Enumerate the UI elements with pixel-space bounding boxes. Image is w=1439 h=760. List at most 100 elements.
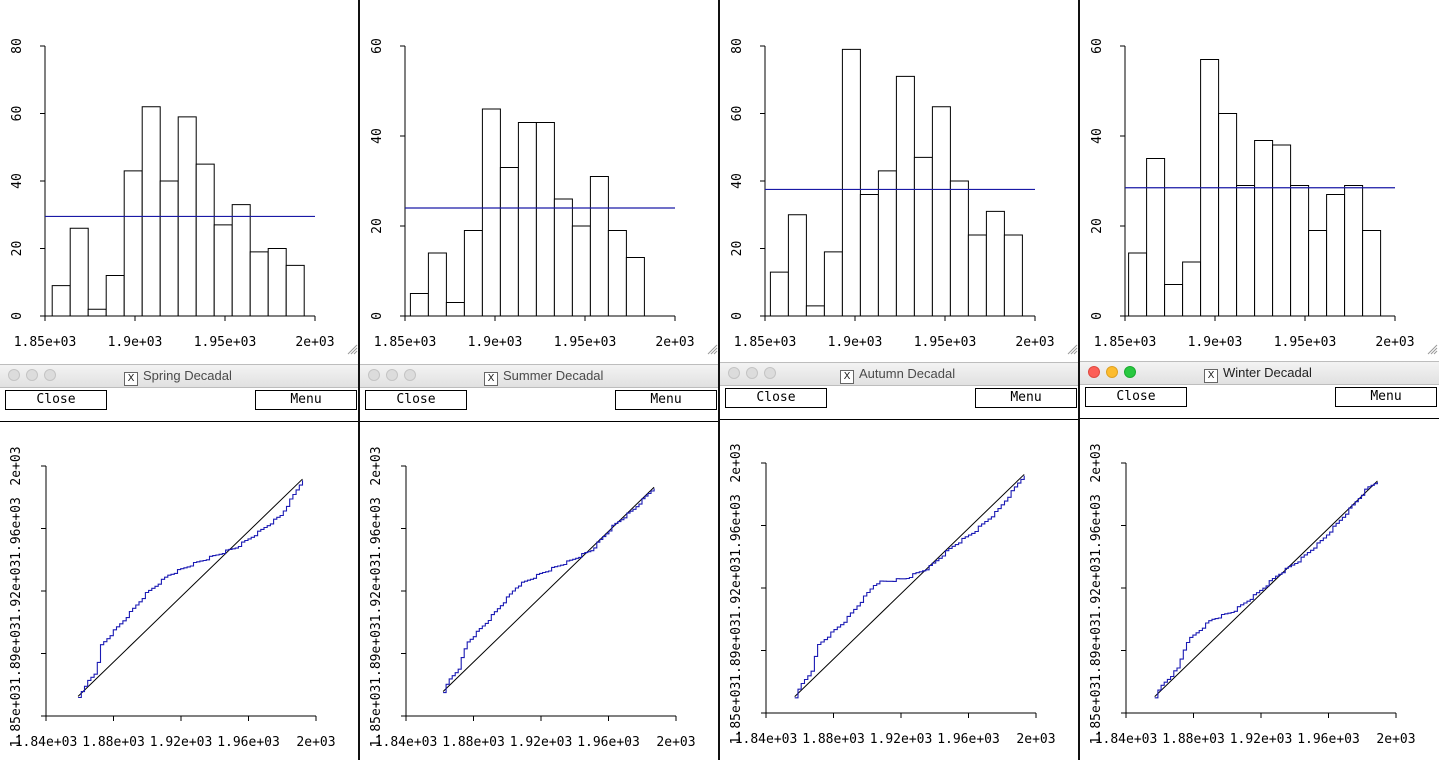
minimize-window-icon[interactable] (1106, 366, 1118, 378)
y-tick-label: 1.96e+03 (1089, 494, 1104, 557)
x-tick-label: 1.95e+03 (194, 335, 257, 350)
histogram-plot: 0 20 40 60 1.85e+03 1.9e+03 1.95e+03 2e+03 (370, 38, 718, 355)
resize-grip-icon[interactable] (707, 344, 718, 355)
y-tick-label: 20 (370, 218, 385, 234)
histogram-bar (195, 163, 215, 317)
x-tick-label: 1.84e+03 (15, 735, 78, 750)
minimize-window-icon[interactable] (746, 367, 758, 379)
histogram-bar (607, 230, 627, 317)
x-tick-label: 1.88e+03 (1162, 732, 1225, 747)
histogram-bar (1146, 158, 1166, 317)
histogram-bar (463, 230, 483, 317)
x11-app-icon: X (840, 370, 854, 384)
histogram-bar (949, 180, 969, 317)
y-tick-label: 2e+03 (9, 446, 24, 485)
histogram-bar (967, 234, 987, 317)
histogram-bar (931, 106, 951, 317)
histogram-bar (285, 264, 305, 317)
histogram-bar (141, 106, 161, 317)
y-tick-label: 40 (370, 128, 385, 144)
resize-grip-icon[interactable] (1427, 344, 1438, 355)
histogram-bar (877, 170, 897, 317)
close-button[interactable]: Close (5, 390, 107, 410)
window-titlebar[interactable]: X Spring Decadal (0, 364, 359, 388)
histogram-bar (1326, 194, 1346, 317)
zoom-window-icon[interactable] (764, 367, 776, 379)
close-window-icon[interactable] (8, 369, 20, 381)
close-window-icon[interactable] (368, 369, 380, 381)
y-tick-label: 1.89e+03 (9, 622, 24, 685)
y-tick-label: 60 (10, 106, 25, 122)
y-tick-label: 1.92e+03 (1089, 557, 1104, 620)
y-tick-label: 1.96e+03 (729, 494, 744, 557)
histogram-plot: 0 20 40 60 1.85e+03 1.9e+03 1.95e+03 2e+03 (1090, 38, 1438, 355)
window-titlebar[interactable]: X Winter Decadal (1080, 361, 1439, 385)
x-tick-label: 1.85e+03 (1094, 335, 1157, 350)
y-tick-label: 2e+03 (1089, 443, 1104, 482)
window-border (718, 0, 720, 760)
histogram-bar (841, 48, 861, 317)
x-tick-label: 1.95e+03 (1274, 335, 1337, 350)
minimize-window-icon[interactable] (26, 369, 38, 381)
y-tick-label: 40 (1090, 128, 1105, 144)
qq-plot: 1.84e+03 1.88e+03 1.92e+03 1.96e+03 2e+03 1.8… (1089, 443, 1416, 747)
minimize-window-icon[interactable] (386, 369, 398, 381)
menu-button[interactable]: Menu (975, 388, 1077, 408)
x-tick-label: 1.84e+03 (1095, 732, 1158, 747)
close-button[interactable]: Close (725, 388, 827, 408)
zoom-window-icon[interactable] (1124, 366, 1136, 378)
y-tick-label: 60 (370, 38, 385, 54)
histogram-bar (535, 122, 555, 317)
y-tick-label: 20 (1090, 218, 1105, 234)
histogram-bar (1254, 140, 1274, 317)
histogram-plot: 0 20 40 60 80 1.85e+03 1.9e+03 1.95e+03 2e+03 (10, 38, 358, 355)
window-title: X Spring Decadal (124, 368, 232, 386)
zoom-window-icon[interactable] (404, 369, 416, 381)
histogram-bar (913, 156, 933, 317)
y-tick-label: 0 (730, 312, 745, 320)
x-tick-label: 1.9e+03 (468, 335, 523, 350)
window-controls (8, 369, 62, 384)
window-titlebar[interactable]: X Summer Decadal (360, 364, 719, 388)
reference-line (442, 486, 655, 692)
close-button[interactable]: Close (1085, 387, 1187, 407)
x-tick-label: 1.95e+03 (914, 335, 977, 350)
x-tick-label: 1.9e+03 (108, 335, 163, 350)
resize-grip-icon[interactable] (1067, 344, 1078, 355)
x-tick-label: 1.95e+03 (554, 335, 617, 350)
x-tick-label: 2e+03 (656, 735, 695, 750)
zoom-window-icon[interactable] (44, 369, 56, 381)
y-tick-label: 40 (730, 173, 745, 189)
y-tick-label: 20 (730, 241, 745, 257)
window-border (1078, 0, 1080, 760)
x-tick-label: 1.84e+03 (735, 732, 798, 747)
x-tick-label: 1.88e+03 (82, 735, 145, 750)
x-tick-label: 2e+03 (1015, 335, 1054, 350)
y-tick-label: 2e+03 (369, 446, 384, 485)
qq-plot: 1.84e+03 1.88e+03 1.92e+03 1.96e+03 2e+031.8… (729, 443, 1056, 747)
menu-button[interactable]: Menu (615, 390, 717, 410)
close-button[interactable]: Close (365, 390, 467, 410)
window-title-text: Autumn Decadal (859, 366, 956, 381)
window-title-text: Winter Decadal (1223, 365, 1312, 380)
window-titlebar[interactable]: X Autumn Decadal (720, 362, 1079, 386)
histogram-bar (823, 251, 843, 317)
x-tick-label: 1.96e+03 (577, 735, 640, 750)
toolbar-divider (720, 419, 1079, 420)
decadal-window-2: 0 20 40 60 1.85e+03 1.9e+03 1.95e+03 2e+03 X Summ… (360, 0, 719, 760)
histogram-bar (231, 204, 251, 317)
histogram-bar (859, 194, 879, 317)
y-tick-label: 1.85e+03 (1089, 682, 1104, 745)
histogram-bar (499, 167, 519, 317)
menu-button[interactable]: Menu (255, 390, 357, 410)
close-window-icon[interactable] (1088, 366, 1100, 378)
histogram-bar (249, 251, 269, 317)
x11-app-icon: X (1204, 369, 1218, 383)
window-controls (728, 367, 782, 382)
toolbar-divider (0, 421, 359, 422)
close-window-icon[interactable] (728, 367, 740, 379)
x-tick-label: 1.9e+03 (828, 335, 883, 350)
menu-button[interactable]: Menu (1335, 387, 1437, 407)
resize-grip-icon[interactable] (347, 344, 358, 355)
x-tick-label: 1.88e+03 (802, 732, 865, 747)
